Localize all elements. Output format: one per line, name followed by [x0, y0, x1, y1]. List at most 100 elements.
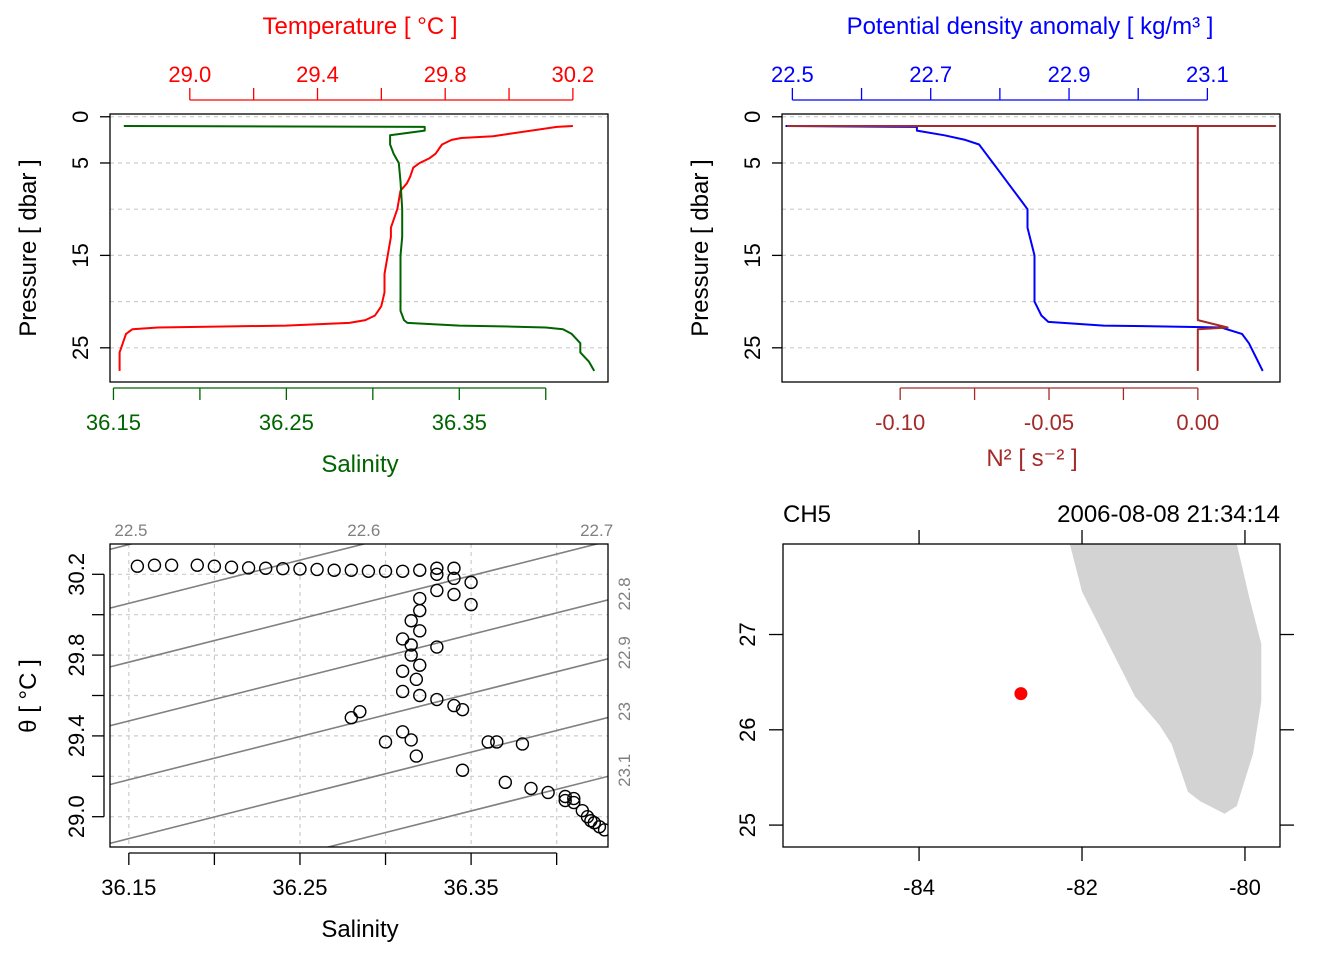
y-tick-label: 15	[740, 243, 765, 267]
ts-point	[404, 638, 418, 652]
isopycnal-23.1	[325, 775, 608, 847]
station-datetime: 2006-08-08 21:34:14	[1057, 501, 1280, 528]
gridlines	[110, 116, 608, 349]
ts-point	[447, 571, 461, 586]
y-tick-label: 25	[68, 336, 93, 360]
y-tick-label: 29.4	[64, 714, 89, 757]
plot-frame	[781, 113, 1281, 383]
y-axis-title: Pressure [ dbar ]	[15, 159, 42, 336]
x-tick-label: 36.15	[101, 875, 156, 900]
y-axis-title: Pressure [ dbar ]	[687, 159, 714, 336]
ts-point	[404, 648, 418, 662]
ts-point	[498, 775, 513, 790]
ts-point	[413, 658, 427, 672]
top-tick-label: 23.1	[1186, 62, 1229, 87]
station-name: CH5	[783, 501, 831, 528]
ts-point	[455, 763, 470, 777]
y-axis: 25 26 27	[735, 622, 1294, 837]
station-map-panel: -84 -82 -80 25 26 27 CH5 2006-08-08 21:34:14	[735, 501, 1294, 900]
bottom-tick-label: 36.35	[432, 410, 487, 435]
ts-point	[413, 563, 427, 577]
x-axis-title: Salinity	[321, 916, 398, 943]
isopycnal-22.6	[110, 544, 368, 609]
x-tick-label: -82	[1066, 875, 1098, 900]
bottom-tick-label: -0.05	[1024, 410, 1074, 435]
x-tick-label: -80	[1229, 875, 1261, 900]
ts-point	[413, 603, 427, 618]
ts-point	[378, 735, 393, 749]
ts-point	[395, 664, 410, 678]
x-tick-label: 36.25	[272, 875, 327, 900]
ts-point	[558, 793, 572, 808]
isopycnal-22.8	[110, 599, 608, 727]
ts-point	[567, 795, 581, 810]
top-tick-label: 29.8	[424, 62, 467, 87]
ts-point	[464, 575, 478, 590]
top-axis-title: Temperature [ °C ]	[263, 13, 458, 40]
y-tick-label: 30.2	[64, 553, 89, 596]
y-tick-label: 5	[740, 157, 765, 169]
ts-point	[190, 558, 204, 572]
y-tick-label: 25	[740, 336, 765, 360]
plot-frame	[109, 113, 609, 383]
gridlines	[782, 116, 1280, 349]
ts-point	[259, 561, 273, 575]
coastline-land	[1069, 544, 1262, 814]
ts-point	[430, 692, 444, 707]
series-n-	[787, 125, 1277, 371]
bottom-axis: 36.15 36.25 36.35	[86, 387, 547, 435]
isopycnal-lines	[110, 544, 608, 847]
ts-diagram-panel: 36.15 36.25 36.35 29.029.429.830.2 22.5 22.…	[15, 521, 634, 943]
ts-point	[409, 749, 424, 763]
y-tick-label: 0	[68, 111, 93, 123]
x-axis: -84 -82 -80	[903, 530, 1261, 900]
bottom-tick-label: -0.10	[875, 410, 925, 435]
ts-point	[430, 640, 444, 654]
ts-point	[430, 561, 444, 575]
isopycnal-labels: 22.5 22.6 22.7 22.8 22.9 23 23.1	[114, 521, 634, 787]
ts-points	[130, 558, 608, 837]
ts-point	[207, 559, 222, 573]
series-temperature	[118, 125, 573, 371]
ts-point	[293, 562, 307, 576]
isopycnal-label: 22.5	[114, 521, 147, 540]
ts-point	[147, 558, 162, 572]
ts-point	[395, 564, 410, 578]
x-tick-label: -84	[903, 875, 935, 900]
station-marker	[1014, 687, 1028, 701]
top-tick-label: 22.5	[771, 62, 814, 87]
ts-point	[447, 698, 461, 713]
x-tick-label: 36.35	[444, 875, 499, 900]
isopycnal-label: 22.6	[347, 521, 380, 540]
ts-point	[224, 560, 239, 574]
isopycnal-22.9	[110, 657, 608, 786]
bottom-tick-label: 0.00	[1176, 410, 1219, 435]
y-axis: 0 5 15 25	[740, 111, 782, 360]
ts-point	[395, 632, 410, 646]
ts-point	[310, 562, 324, 577]
ts-point	[430, 583, 444, 598]
isopycnal-label: 22.8	[615, 577, 634, 610]
ts-point	[413, 688, 427, 703]
isopycnal-label: 22.7	[580, 521, 613, 540]
ts-point	[597, 823, 608, 837]
top-tick-label: 22.7	[909, 62, 952, 87]
ts-point	[353, 704, 367, 719]
ts-point	[130, 559, 145, 573]
isopycnal-label: 23	[615, 702, 634, 721]
bottom-tick-label: 36.25	[259, 410, 314, 435]
series-salinity	[123, 125, 596, 372]
ts-point	[378, 564, 393, 578]
y-axis: 29.0 29.4 29.8 30.2	[64, 553, 105, 838]
top-axis-title: Potential density anomaly [ kg/m³ ]	[847, 13, 1214, 40]
ts-point	[395, 684, 410, 699]
bottom-axis-title: Salinity	[321, 451, 398, 478]
top-tick-label: 29.0	[168, 62, 211, 87]
top-tick-label: 29.4	[296, 62, 339, 87]
top-tick-label: 22.9	[1048, 62, 1091, 87]
density-n2-panel: 0 5 15 25 22.5 22.7 22.9 23.1 -0.10 -0.05 0.00 P…	[687, 13, 1281, 472]
y-tick-label: 15	[68, 243, 93, 267]
top-axis: 29.0 29.4 29.8 30.2	[168, 62, 594, 101]
y-tick-label: 27	[735, 622, 760, 646]
